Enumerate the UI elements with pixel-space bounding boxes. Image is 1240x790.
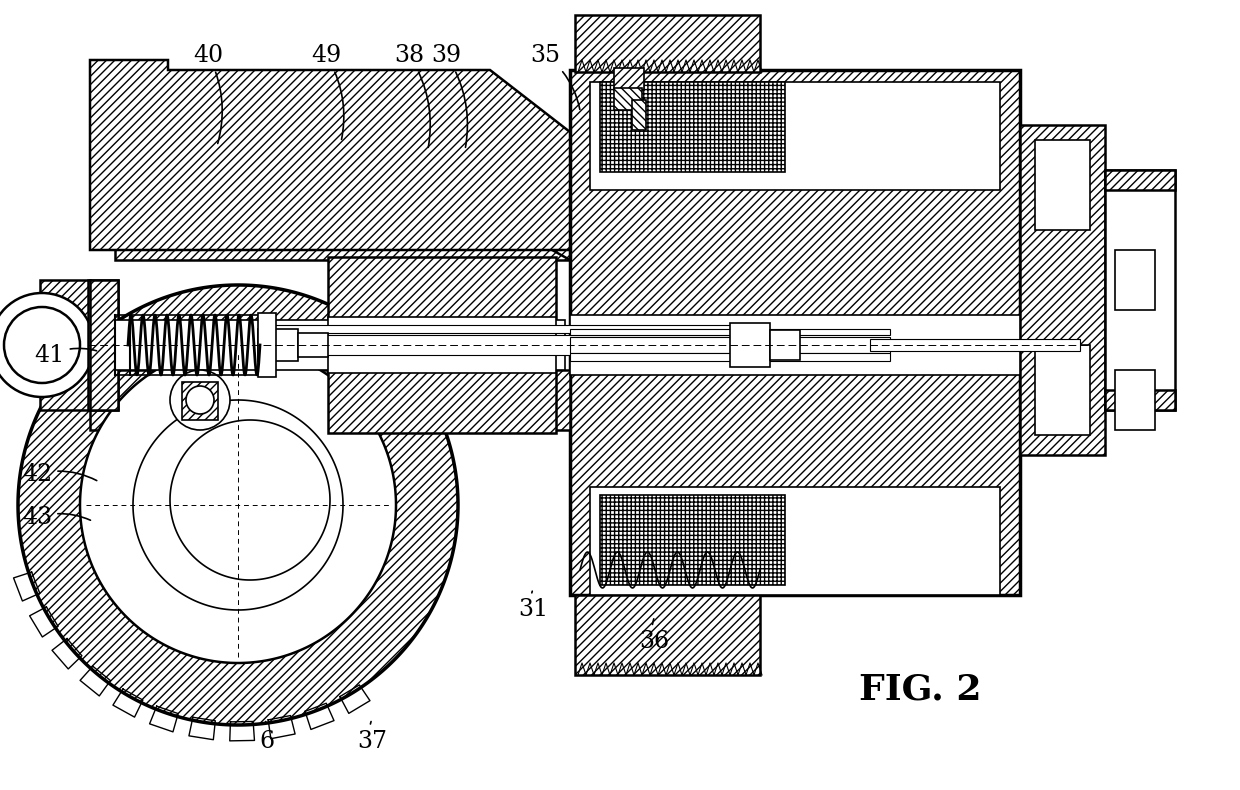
Text: 35: 35 [531, 43, 580, 110]
Text: 39: 39 [432, 43, 467, 148]
Bar [1115, 250, 1154, 310]
Text: 36: 36 [640, 619, 670, 653]
Bar [40, 280, 91, 410]
Bar [730, 323, 770, 367]
Bar [258, 313, 277, 377]
Bar [570, 353, 890, 361]
Text: 42: 42 [22, 462, 97, 486]
Circle shape [0, 293, 94, 397]
Text: 40: 40 [193, 43, 223, 144]
Bar [115, 320, 565, 370]
Bar [91, 280, 118, 410]
Bar [570, 315, 1021, 375]
Text: 43: 43 [22, 506, 91, 529]
Bar [1035, 140, 1090, 230]
Polygon shape [91, 170, 570, 260]
Polygon shape [133, 400, 343, 610]
Polygon shape [81, 347, 396, 663]
Bar [115, 315, 267, 375]
Bar [298, 333, 329, 357]
Bar [258, 329, 298, 361]
Text: 37: 37 [357, 721, 387, 753]
Bar [1035, 345, 1090, 435]
Polygon shape [91, 60, 570, 250]
Text: 6: 6 [259, 721, 274, 753]
Polygon shape [575, 595, 760, 675]
Text: 41: 41 [35, 344, 97, 367]
Polygon shape [91, 370, 570, 430]
Text: FIG. 2: FIG. 2 [859, 673, 981, 707]
Text: 49: 49 [311, 43, 343, 140]
Polygon shape [1105, 170, 1176, 190]
Bar [329, 317, 556, 373]
Polygon shape [170, 420, 330, 580]
Bar [1115, 370, 1154, 430]
Polygon shape [19, 285, 458, 725]
Bar [590, 82, 999, 190]
Polygon shape [632, 100, 646, 130]
Polygon shape [575, 15, 760, 72]
Bar [614, 68, 644, 90]
Polygon shape [115, 105, 570, 260]
Bar [570, 337, 890, 353]
Bar [770, 330, 800, 360]
Circle shape [4, 307, 81, 383]
Bar [590, 487, 999, 595]
Bar [88, 280, 118, 410]
Bar [870, 339, 1080, 351]
Circle shape [170, 370, 229, 430]
Bar [600, 495, 785, 585]
Bar [614, 88, 642, 110]
Polygon shape [1105, 390, 1176, 410]
Polygon shape [570, 70, 1021, 595]
Text: 38: 38 [394, 43, 430, 148]
Polygon shape [329, 257, 556, 433]
Polygon shape [1021, 125, 1105, 455]
Circle shape [186, 386, 215, 414]
Bar [258, 335, 738, 355]
Text: 31: 31 [518, 591, 548, 622]
Bar [600, 82, 785, 172]
Bar [570, 329, 890, 335]
Polygon shape [1105, 170, 1176, 410]
Polygon shape [182, 382, 218, 420]
Bar [258, 325, 738, 333]
